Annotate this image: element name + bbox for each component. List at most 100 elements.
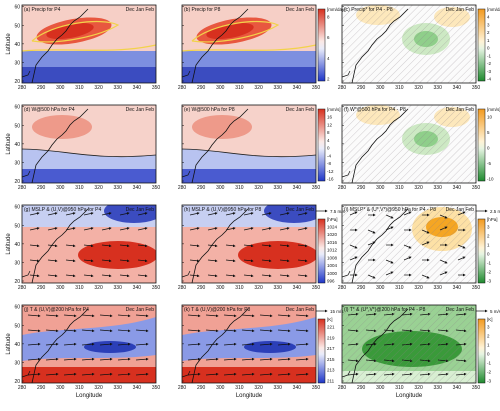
lon-tick: 330	[434, 85, 443, 91]
colorbar-unit: [mm/day]	[327, 7, 346, 12]
lon-tick: 340	[133, 285, 142, 291]
lon-tick: 300	[376, 185, 385, 191]
lon-tick: 290	[37, 385, 46, 391]
lon-tick: 340	[453, 385, 462, 391]
colorbar-tick: 2	[487, 30, 490, 35]
lon-tick: 330	[434, 385, 443, 391]
lon-tick: 300	[56, 285, 65, 291]
colorbar-tick: 1000	[327, 271, 338, 276]
reference-vector-label: 5 m/s	[490, 309, 500, 314]
colorbar-tick: 211	[327, 379, 335, 384]
colorbar-tick: 2	[327, 77, 330, 82]
colorbar-unit: [hPa]	[327, 217, 338, 222]
lon-tick: 350	[312, 385, 321, 391]
y-axis-label: Latitude	[6, 133, 12, 155]
colorbar-tick: 1012	[327, 248, 338, 253]
colorbar-rect	[477, 8, 486, 82]
lon-tick: 340	[133, 185, 142, 191]
lon-tick: 310	[235, 185, 244, 191]
lon-tick: 330	[114, 285, 123, 291]
lon-tick: 330	[114, 385, 123, 391]
lat-tick: 60	[14, 205, 20, 211]
colorbar-unit: [K]	[327, 317, 333, 322]
colorbar-tick: 1016	[327, 240, 338, 245]
colorbar-rect	[317, 218, 326, 284]
lon-tick: 310	[75, 385, 84, 391]
colorbar-tick: 8	[327, 15, 330, 20]
colorbar-tick: 996	[327, 279, 335, 284]
colorbar-tick: -16	[327, 177, 334, 182]
panel-title: (e) W@500 hPa for P8	[184, 107, 235, 113]
lon-tick: 330	[434, 185, 443, 191]
lon-tick: 280	[338, 85, 347, 91]
x-axis-label: Longitude	[236, 393, 263, 399]
lat-tick: 20	[14, 79, 20, 85]
lat-tick: 40	[14, 42, 20, 48]
x-axis-label: Longitude	[396, 393, 423, 399]
lat-tick: 20	[14, 379, 20, 385]
colorbar-tick: 4	[327, 138, 330, 143]
lon-tick: 330	[274, 85, 283, 91]
lon-tick: 320	[94, 285, 103, 291]
colorbar-tick: 3	[487, 325, 490, 330]
lon-tick: 320	[414, 85, 423, 91]
colorbar-tick: 16	[327, 115, 333, 120]
lon-tick: 330	[274, 385, 283, 391]
lon-tick: 280	[178, 285, 187, 291]
colorbar-tick: -4	[327, 153, 331, 158]
lon-tick: 300	[216, 85, 225, 91]
colorbar-tick: 4	[327, 56, 330, 61]
panel-l: (l) T* & (U*,V*)@200 hPa for P4 - P8 Dec …	[338, 304, 480, 399]
colorbar-unit: [mm/s]	[327, 107, 341, 112]
lon-tick: 310	[75, 85, 84, 91]
colorbar-tick: 3	[487, 225, 490, 230]
lat-tick: 60	[14, 305, 20, 311]
panel-k: (k) T & (U,V)@200 hPa for P8 Dec Jan Feb 2…	[178, 304, 321, 399]
lon-tick: 330	[274, 185, 283, 191]
lon-tick: 330	[114, 185, 123, 191]
y-axis-label: Latitude	[6, 233, 12, 255]
colorbar-unit: [hPa]	[487, 217, 498, 222]
lat-tick: 60	[14, 105, 20, 111]
lon-tick: 290	[197, 85, 206, 91]
lon-tick: 300	[376, 385, 385, 391]
panel-h: (h) MSLP & (U,V)@950 hPa for P8 Dec Jan F…	[178, 204, 321, 291]
lon-tick: 290	[37, 185, 46, 191]
panel-title: (l) T* & (U*,V*)@200 hPa for P4 - P8	[344, 307, 426, 313]
panel-season: Dec Jan Feb	[286, 207, 315, 213]
lon-tick: 320	[414, 185, 423, 191]
panel-season: Dec Jan Feb	[446, 7, 475, 13]
lon-tick: 320	[414, 385, 423, 391]
colorbar-tick: 2	[487, 334, 490, 339]
y-axis-label: Latitude	[6, 33, 12, 55]
lon-tick: 320	[254, 185, 263, 191]
panel-c: (c) Precip* for P4 - P8 Dec Jan Feb 280 290…	[338, 4, 480, 91]
colorbar-tick: 215	[327, 357, 335, 362]
lon-tick: 350	[472, 285, 481, 291]
lon-tick: 310	[395, 385, 404, 391]
lon-tick: 310	[235, 85, 244, 91]
lon-tick: 310	[395, 85, 404, 91]
lon-tick: 310	[75, 185, 84, 191]
lon-tick: 330	[274, 285, 283, 291]
colorbar-rect	[477, 108, 486, 182]
panel-season: Dec Jan Feb	[126, 7, 155, 13]
lon-tick: 300	[56, 385, 65, 391]
lon-tick: 340	[453, 85, 462, 91]
panel-d: (d) W@500 hPa for P4 Dec Jan Feb 20 30 40 50 6…	[6, 104, 160, 191]
lon-tick: 320	[254, 385, 263, 391]
lon-tick: 350	[312, 85, 321, 91]
lon-tick: 350	[312, 285, 321, 291]
lat-tick: 20	[14, 279, 20, 285]
lon-tick: 290	[197, 285, 206, 291]
reference-vector-label: 7.5 m/s	[330, 209, 346, 214]
colorbar-3: [mm/s] 10 5 0 -5 -10	[477, 107, 500, 182]
panel-title: (b) Precip for P8	[184, 7, 221, 13]
reference-vector-label: 15 m/s	[330, 309, 344, 314]
colorbar-tick: -4	[487, 77, 491, 82]
lon-tick: 290	[357, 285, 366, 291]
panel-title: (c) Precip* for P4 - P8	[344, 7, 393, 13]
lon-tick: 350	[152, 85, 161, 91]
panel-season: Dec Jan Feb	[126, 207, 155, 213]
lon-tick: 300	[56, 85, 65, 91]
